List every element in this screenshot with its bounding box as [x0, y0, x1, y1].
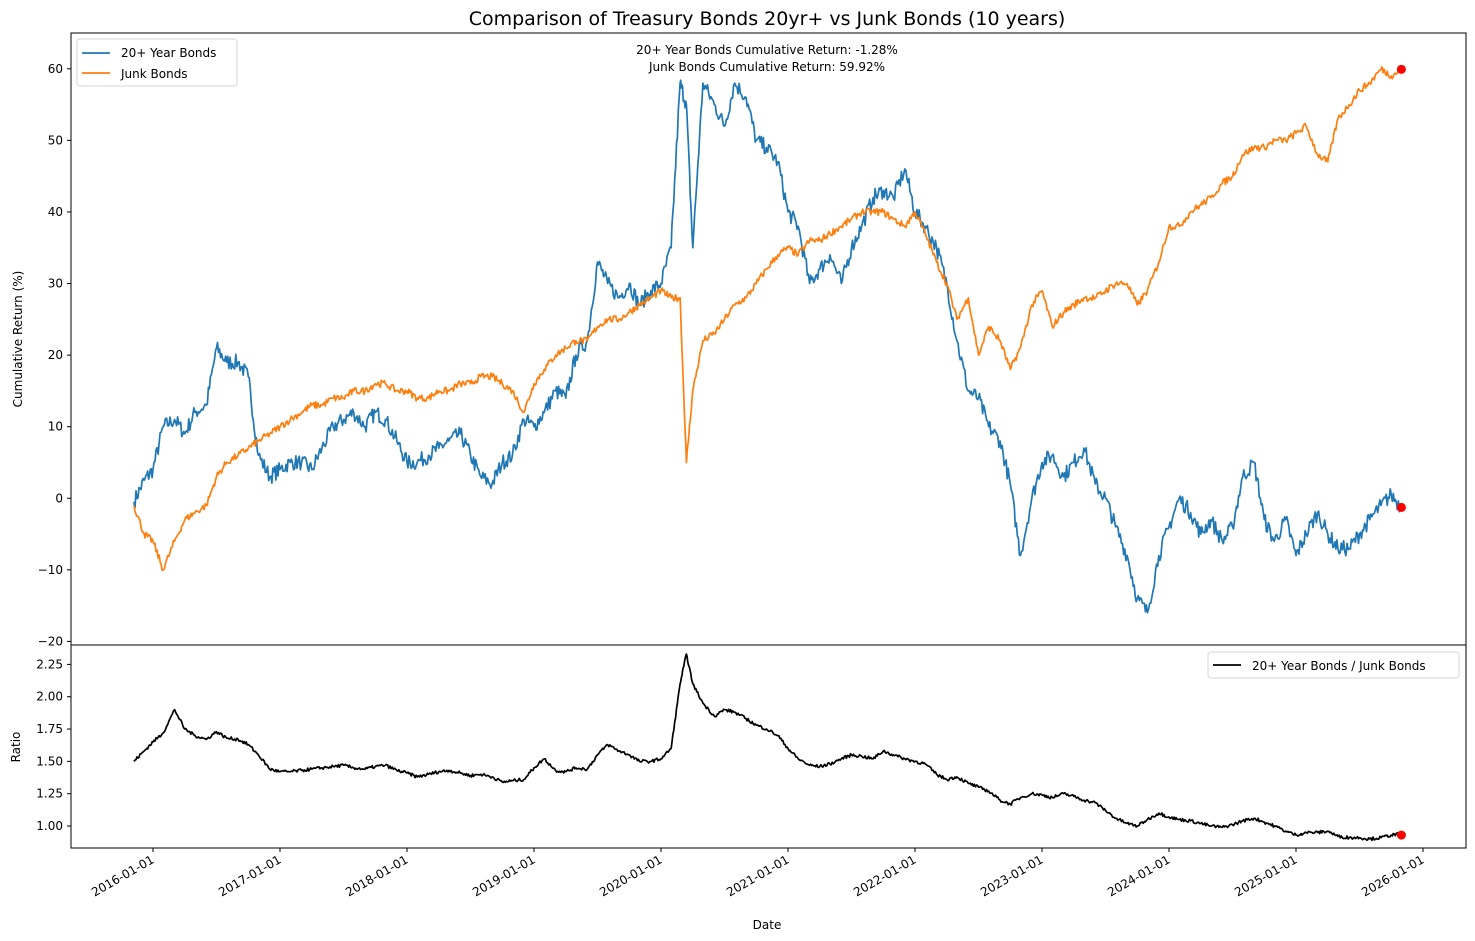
top-y-tick-label: −20 [38, 634, 63, 648]
bottom-end-markers [1396, 830, 1406, 840]
bottom-legend: 20+ Year Bonds / Junk Bonds [1207, 651, 1460, 679]
top-y-tick-label: 0 [55, 491, 63, 505]
legend-label-junk: Junk Bonds [120, 67, 188, 81]
annotation-junk-return: Junk Bonds Cumulative Return: 59.92% [648, 60, 885, 74]
legend-label-20yr: 20+ Year Bonds [121, 46, 216, 60]
top-end-markers [1396, 64, 1406, 512]
bottom-y-tick-label: 1.50 [36, 754, 63, 768]
top-y-ticks: −20 −10 0 10 20 30 40 50 60 [38, 62, 71, 648]
bottom-y-axis-label: Ratio [9, 732, 23, 763]
top-y-tick-label: 10 [48, 420, 63, 434]
series-line-20yr-bonds [133, 79, 1402, 614]
series-line-junk-bonds [133, 66, 1403, 572]
top-y-tick-label: 20 [48, 348, 63, 362]
top-y-tick-label: 30 [48, 277, 63, 291]
chart-title: Comparison of Treasury Bonds 20yr+ vs Ju… [469, 8, 1066, 30]
series-line-ratio [133, 653, 1402, 842]
top-series-lines [133, 66, 1403, 614]
end-marker-junk-bonds [1396, 64, 1406, 74]
legend-label-ratio: 20+ Year Bonds / Junk Bonds [1252, 659, 1426, 673]
top-y-tick-label: −10 [38, 563, 63, 577]
top-y-tick-label: 60 [48, 62, 63, 76]
top-y-tick-label: 40 [48, 205, 63, 219]
bottom-axes-frame [70, 644, 1467, 849]
bottom-y-tick-label: 2.00 [36, 690, 63, 704]
top-legend-box [76, 38, 238, 87]
bottom-y-tick-label: 2.25 [36, 657, 63, 671]
top-y-axis-label: Cumulative Return (%) [11, 271, 25, 408]
end-marker-20yr-bonds [1396, 502, 1406, 512]
bottom-legend-box [1207, 651, 1460, 679]
bottom-y-tick-label: 1.25 [36, 787, 63, 801]
top-legend: 20+ Year Bonds Junk Bonds [76, 38, 238, 87]
top-y-tick-label: 50 [48, 133, 63, 147]
bottom-y-ticks: 1.00 1.25 1.50 1.75 2.00 2.25 [36, 657, 71, 833]
bottom-y-tick-label: 1.75 [36, 722, 63, 736]
bottom-series-lines [133, 653, 1402, 842]
bottom-y-tick-label: 1.00 [36, 819, 63, 833]
top-axes: −20 −10 0 10 20 30 40 50 60 Cumulative Return (%… [11, 32, 1467, 648]
annotation-20yr-return: 20+ Year Bonds Cumulative Return: -1.28% [636, 43, 898, 57]
x-axis-label: Date [753, 918, 782, 932]
end-marker-ratio [1396, 830, 1406, 840]
